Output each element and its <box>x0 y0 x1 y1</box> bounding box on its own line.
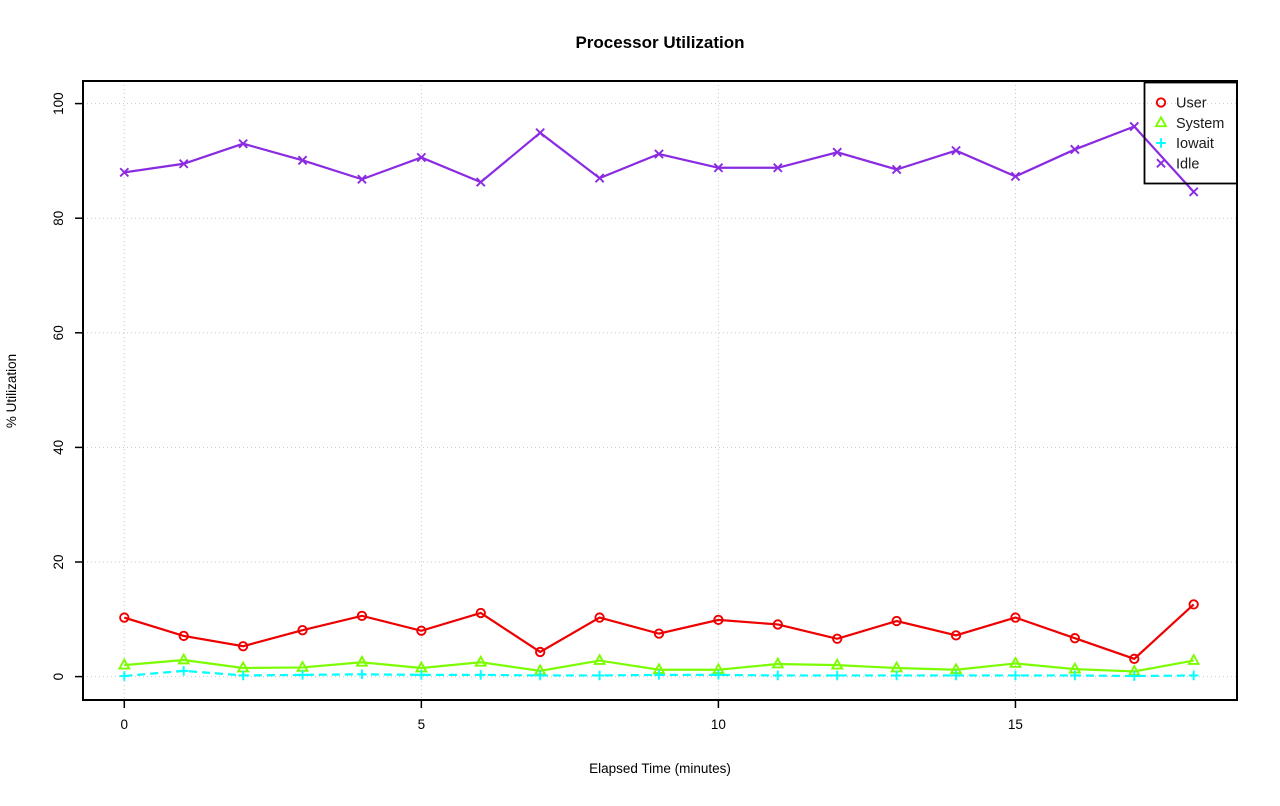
iowait-marker <box>594 670 605 681</box>
user-marker <box>416 625 427 636</box>
user-marker <box>297 625 308 636</box>
system-marker <box>177 652 191 665</box>
iowait-marker <box>416 670 427 680</box>
idle-marker <box>119 167 130 178</box>
legend-user-marker-icon <box>1155 97 1167 108</box>
legend-label-system: System <box>1176 116 1224 132</box>
idle-marker <box>1010 171 1021 182</box>
legend-label-iowait: Iowait <box>1176 136 1214 152</box>
system-marker <box>593 653 607 665</box>
user-marker <box>1010 612 1021 623</box>
system-marker <box>355 654 369 667</box>
idle-marker <box>773 163 783 173</box>
idle-marker <box>357 174 367 185</box>
system-marker <box>771 656 785 669</box>
idle-marker <box>178 158 189 169</box>
user-marker <box>119 612 130 623</box>
system-marker <box>474 654 488 667</box>
system-marker <box>117 657 131 670</box>
user-marker <box>178 630 189 642</box>
user-marker <box>535 646 546 658</box>
idle-marker <box>713 163 724 173</box>
iowait-marker <box>297 670 308 680</box>
user-marker <box>772 619 783 630</box>
x-tick-label: 10 <box>711 717 726 732</box>
system-line <box>124 658 1194 673</box>
iowait-marker <box>475 670 486 680</box>
iowait-marker <box>357 669 367 680</box>
legend: User System Iowait Idle <box>1143 81 1238 185</box>
user-marker <box>1129 653 1140 664</box>
iowait-marker <box>832 670 843 681</box>
iowait-marker <box>1010 670 1021 681</box>
idle-marker <box>475 177 486 187</box>
user-marker <box>237 641 249 652</box>
iowait-marker <box>535 670 545 681</box>
idle-marker <box>891 164 902 175</box>
iowait-marker <box>238 670 248 681</box>
y-tick-label: 20 <box>51 554 66 569</box>
user-marker <box>832 633 843 644</box>
y-tick-label: 100 <box>51 92 66 115</box>
y-tick-label: 40 <box>51 440 66 455</box>
idle-marker <box>654 149 664 159</box>
user-marker <box>1188 599 1199 610</box>
user-marker <box>713 614 724 626</box>
legend-box <box>1143 81 1238 185</box>
user-marker <box>891 615 902 627</box>
iowait-marker <box>891 670 902 681</box>
user-marker <box>653 628 665 639</box>
idle-marker <box>1188 187 1199 197</box>
user-marker <box>1069 633 1081 644</box>
user-marker <box>950 630 962 641</box>
legend-label-user: User <box>1176 96 1207 112</box>
system-marker <box>830 657 844 670</box>
user-line <box>123 603 1195 661</box>
y-tick-label: 80 <box>51 211 66 226</box>
chart-title: Processor Utilization <box>575 33 744 52</box>
iowait-marker <box>773 670 783 681</box>
x-tick-label: 15 <box>1008 717 1023 732</box>
iowait-marker <box>951 670 961 681</box>
idle-marker <box>535 128 545 138</box>
x-axis-label: Elapsed Time (minutes) <box>589 761 731 776</box>
user-marker <box>356 610 368 622</box>
user-marker <box>475 607 486 619</box>
user-marker <box>594 612 605 623</box>
idle-line <box>124 125 1195 193</box>
legend-system-marker-icon <box>1154 115 1168 128</box>
y-axis-label: % Utilization <box>4 354 19 428</box>
x-tick-label: 0 <box>121 717 129 732</box>
gridlines <box>83 81 1237 700</box>
idle-marker <box>238 138 248 149</box>
system-marker <box>1187 653 1201 665</box>
iowait-marker <box>119 671 130 681</box>
idle-marker <box>1070 144 1080 155</box>
iowait-marker <box>178 666 189 676</box>
x-tick-label: 5 <box>418 717 426 732</box>
idle-marker <box>951 145 961 156</box>
legend-label-idle: Idle <box>1176 156 1199 172</box>
iowait-marker <box>713 670 724 680</box>
idle-marker <box>1129 121 1140 132</box>
y-tick-label: 0 <box>51 673 66 681</box>
system-marker <box>1008 656 1022 668</box>
plot-frame <box>82 80 1238 701</box>
iowait-marker <box>654 670 664 680</box>
iowait-marker <box>1070 670 1080 681</box>
iowait-marker <box>1129 671 1140 681</box>
idle-marker <box>594 173 605 183</box>
data-series <box>117 121 1201 681</box>
iowait-marker <box>1188 670 1199 681</box>
idle-marker <box>416 152 427 163</box>
legend-iowait-marker-icon <box>1156 138 1166 148</box>
idle-marker <box>297 155 308 166</box>
legend-idle-marker-icon <box>1156 158 1166 169</box>
y-tick-label: 60 <box>51 325 66 340</box>
axis-ticks: 0 5 10 15 0 20 40 60 80 100 <box>51 92 1023 732</box>
idle-marker <box>832 147 842 158</box>
